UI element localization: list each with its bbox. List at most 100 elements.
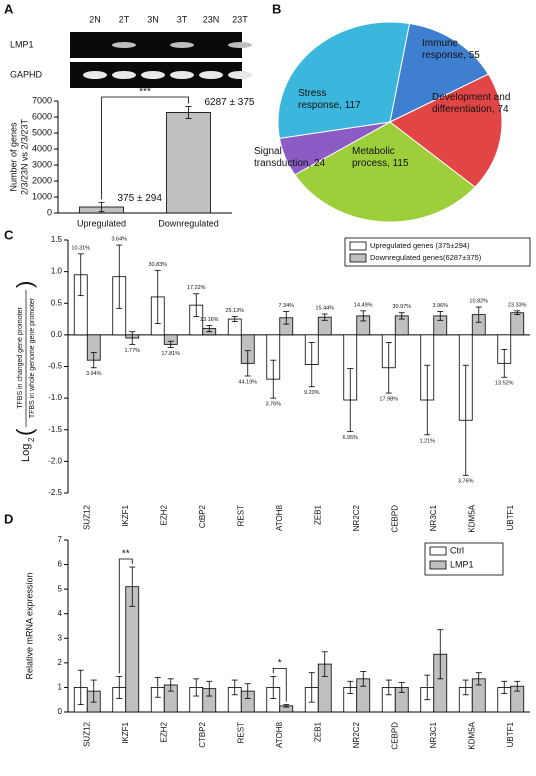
error-bar [244, 350, 251, 377]
x-tick-label: UBTF1 [506, 504, 515, 530]
y-tick-label: 6 [58, 560, 63, 569]
value-label: 44.19% [238, 379, 257, 385]
y-tick-label: 5 [58, 584, 63, 593]
error-bar [347, 680, 354, 694]
value-label: 3.96% [432, 303, 448, 309]
error-bar [244, 683, 251, 699]
lane-label: 3T [177, 14, 188, 24]
error-bar [167, 678, 174, 692]
lane-label: 2N [89, 14, 101, 24]
error-bar [462, 364, 469, 476]
x-tick-label: KDM5A [467, 721, 476, 749]
x-tick-label: CtBP2 [198, 504, 207, 528]
legend-box [344, 237, 531, 267]
error-bar [308, 672, 315, 703]
significance-label: *** [139, 87, 151, 98]
y-label-base: 2 [27, 437, 36, 442]
error-bar [424, 674, 431, 701]
error-bar [283, 704, 290, 708]
error-bar [385, 342, 392, 394]
error-bar [475, 306, 482, 323]
value-label: 17.81% [161, 351, 180, 357]
value-label: 30.83% [148, 262, 167, 268]
x-tick-label: EZH2 [159, 504, 168, 525]
value-label: 9.20% [304, 390, 320, 396]
y-tick-label: 6000 [32, 111, 52, 121]
gel-row [70, 32, 242, 58]
error-bar [206, 324, 213, 333]
y-axis-label: 2/3/23N vs 2/3/23T [19, 118, 29, 195]
error-bar [206, 680, 213, 697]
slice-label: Development and differentiation, 74 [432, 92, 511, 115]
y-tick-label: 3 [58, 633, 63, 642]
legend-label: Upregulated genes (375±294) [370, 241, 470, 250]
legend-swatch [349, 241, 367, 251]
error-bar [501, 680, 508, 694]
error-bar [321, 313, 328, 321]
gel-band [112, 71, 136, 79]
pie-slice [389, 73, 503, 188]
x-tick-label: IKZF1 [121, 721, 130, 743]
y-label-paren: ( [12, 428, 37, 436]
value-label: 23.33% [508, 302, 527, 308]
error-bar [90, 679, 97, 703]
gel-band [170, 71, 194, 79]
panel-letter: C [4, 227, 14, 242]
error-bar [270, 675, 277, 699]
error-bar [514, 310, 521, 316]
y-tick-label: -2.0 [48, 456, 62, 465]
x-tick-label: EZH2 [159, 721, 168, 742]
x-tick-label: SUZ12 [82, 504, 91, 529]
x-tick-label: ATOH8 [275, 721, 284, 747]
y-tick-label: 3000 [32, 159, 52, 169]
value-label: 3.76% [458, 479, 474, 485]
error-bar [424, 364, 431, 436]
y-tick-label: 2000 [32, 175, 52, 185]
value-label: 7.34% [278, 303, 294, 309]
x-tick-label: NR2C2 [352, 504, 361, 531]
error-bar [437, 311, 444, 321]
x-tick-label: Upregulated [77, 218, 126, 228]
significance-bracket [272, 667, 287, 702]
y-label-log: Log [20, 444, 32, 462]
error-bar [514, 680, 521, 692]
legend-swatch [429, 546, 447, 556]
error-bar [398, 312, 405, 320]
y-tick-label: 0.0 [51, 330, 63, 339]
value-label: 15.44% [315, 305, 334, 311]
gel-band [199, 71, 223, 79]
x-tick-label: NR2C2 [352, 721, 361, 748]
significance-label: * [278, 658, 282, 669]
value-label: 3.76% [265, 402, 281, 408]
error-bar [308, 342, 315, 388]
error-bar [154, 269, 161, 324]
bar [166, 112, 211, 214]
legend-label: Downregulated genes(6287±375) [370, 253, 482, 262]
error-bar [385, 679, 392, 696]
x-tick-label: ZEB1 [313, 721, 322, 742]
lane-label: 2T [119, 14, 130, 24]
value-label: 1.21% [419, 438, 435, 444]
y-tick-label: 4000 [32, 143, 52, 153]
pie-slice [294, 121, 476, 223]
error-bar [185, 106, 192, 119]
value-label: 3.64% [111, 237, 127, 243]
x-tick-label: NR3C1 [429, 504, 438, 531]
value-label: 1.77% [124, 348, 140, 354]
y-tick-label: 1.0 [51, 267, 63, 276]
error-bar [154, 677, 161, 698]
y-axis-label: Log 2(TFBS in changed gene promoter TFBS i… [12, 281, 37, 462]
y-label-paren: ) [12, 281, 37, 288]
error-bar [270, 359, 277, 399]
pie-slice [389, 22, 490, 123]
y-tick-label: 5000 [32, 127, 52, 137]
panel-letter: B [272, 1, 281, 16]
x-tick-label: CEBPD [390, 722, 399, 750]
gel-row-label: LMP1 [10, 39, 34, 49]
error-bar [231, 316, 238, 322]
value-label: 3.94% [86, 371, 102, 377]
gel-band [228, 71, 252, 79]
significance-bracket [101, 96, 189, 200]
